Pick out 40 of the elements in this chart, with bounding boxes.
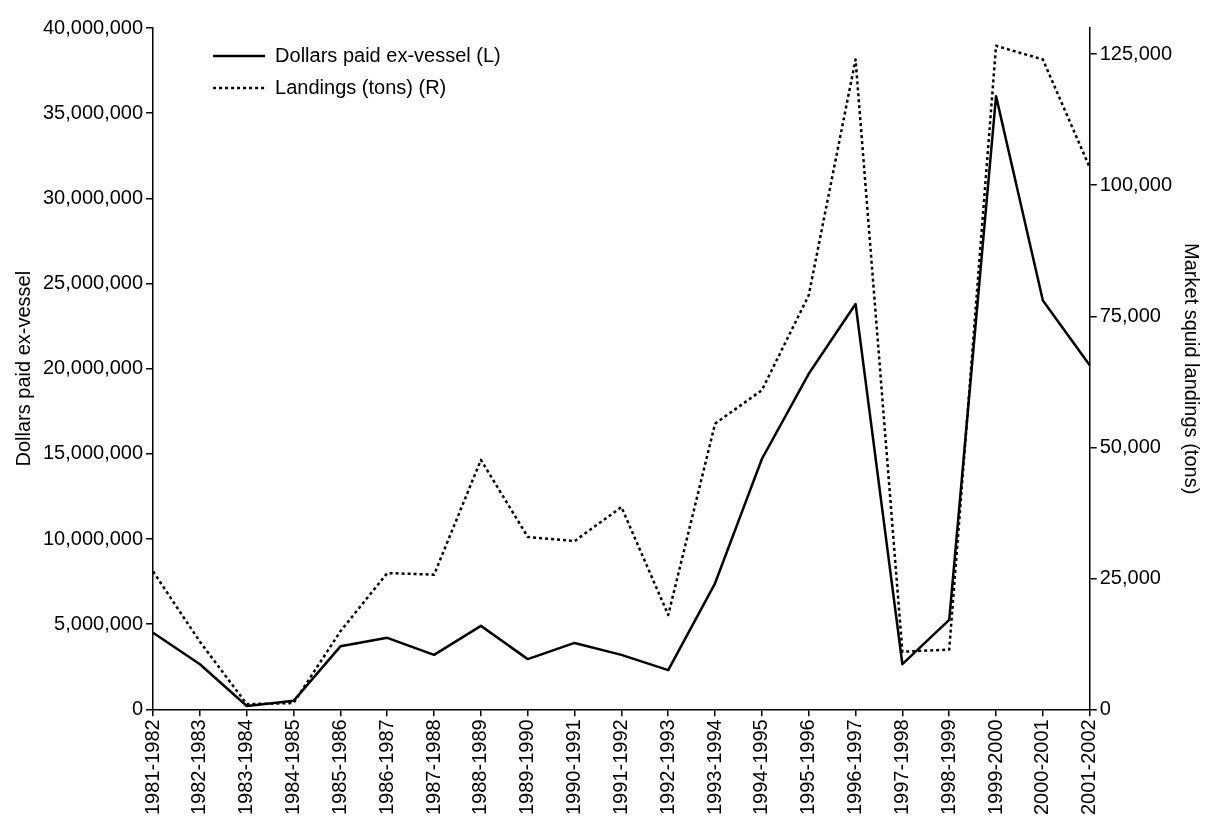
y-tick-label: 10,000,000 (42, 526, 144, 549)
x-tick-label: 1999-2000 (983, 719, 1006, 816)
y2-tick-label: 100,000 (1099, 172, 1172, 195)
x-tick-label: 1998-1999 (936, 719, 959, 816)
legend-label: Dollars paid ex-vessel (L) (275, 43, 501, 66)
x-tick-label: 1991-1992 (608, 719, 631, 816)
x-tick-label: 1988-1989 (468, 719, 491, 816)
y2-tick-label: 50,000 (1099, 434, 1161, 457)
y-tick-label: 25,000,000 (42, 271, 144, 294)
y-tick-label: 40,000,000 (42, 15, 144, 38)
y-tick-label: 15,000,000 (42, 441, 144, 464)
y2-tick-label: 25,000 (1099, 565, 1161, 588)
y-tick-label: 5,000,000 (54, 611, 144, 634)
x-tick-label: 1987-1988 (421, 719, 444, 816)
y-tick-label: 30,000,000 (42, 185, 144, 208)
x-tick-label: 1984-1985 (281, 719, 304, 816)
x-tick-label: 2001-2002 (1077, 719, 1100, 816)
y2-tick-label: 0 (1099, 696, 1111, 719)
x-tick-label: 1993-1994 (702, 719, 725, 816)
y-axis-title: Dollars paid ex-vessel (11, 270, 34, 467)
x-tick-label: 1992-1993 (655, 719, 678, 816)
y-tick-label: 20,000,000 (42, 356, 144, 379)
x-tick-label: 1981-1982 (140, 719, 163, 816)
x-tick-label: 1982-1983 (187, 719, 210, 816)
y2-tick-label: 75,000 (1099, 303, 1161, 326)
x-tick-label: 1997-1998 (889, 719, 912, 816)
y-tick-label: 35,000,000 (42, 100, 144, 123)
x-tick-label: 1985-1986 (327, 719, 350, 816)
x-tick-label: 1994-1995 (749, 719, 772, 816)
x-tick-label: 1989-1990 (515, 719, 538, 816)
x-tick-label: 2000-2001 (1030, 719, 1053, 816)
x-tick-label: 1986-1987 (374, 719, 397, 816)
y2-tick-label: 125,000 (1099, 41, 1172, 64)
legend-label: Landings (tons) (R) (275, 75, 447, 98)
x-tick-label: 1990-1991 (562, 719, 585, 816)
x-tick-label: 1983-1984 (234, 719, 257, 816)
x-tick-label: 1995-1996 (796, 719, 819, 816)
x-tick-label: 1996-1997 (843, 719, 866, 816)
y-tick-label: 0 (131, 696, 144, 719)
y2-axis-title: Market squid landings (tons) (1181, 243, 1204, 495)
